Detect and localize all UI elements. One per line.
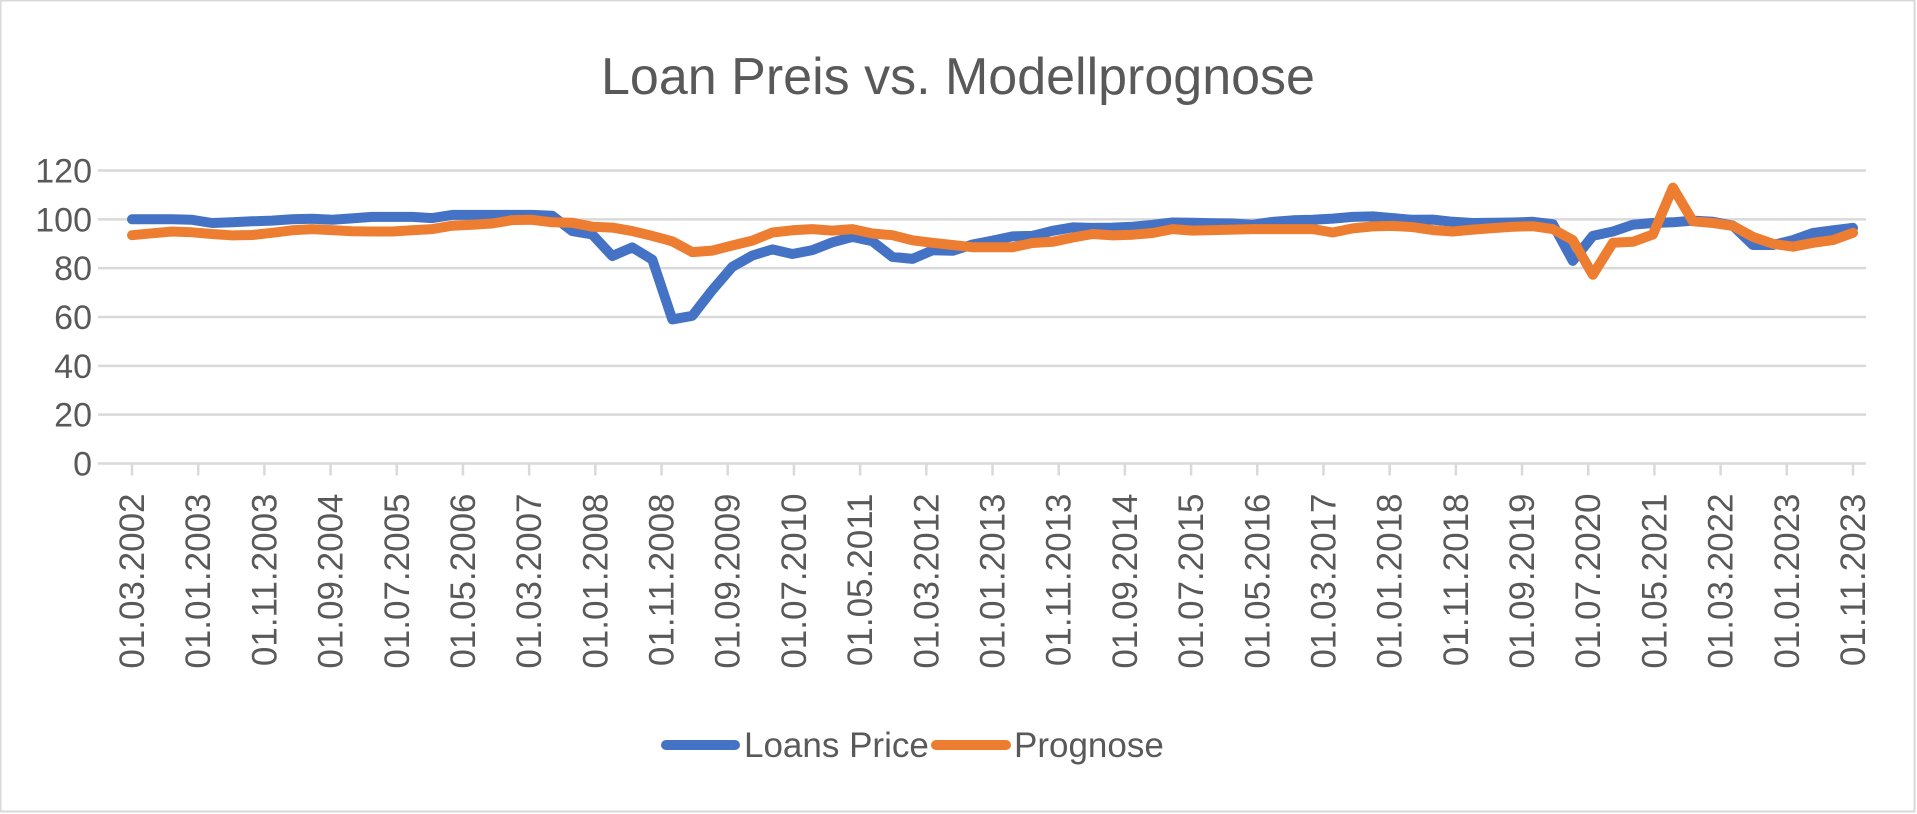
x-tick-label: 01.03.2002 [113, 494, 152, 669]
legend-item-prognose[interactable]: Prognose [931, 726, 1164, 765]
legend-label-loans-price: Loans Price [744, 726, 929, 765]
x-tick-label: 01.09.2014 [1106, 494, 1145, 669]
y-tick-label: 0 [73, 446, 92, 484]
x-tick-label: 01.11.2018 [1437, 494, 1476, 667]
x-tick-label: 01.01.2013 [974, 494, 1013, 669]
x-tick-label: 01.09.2019 [1503, 494, 1542, 669]
y-tick-label: 80 [54, 250, 92, 288]
x-tick-label: 01.05.2021 [1635, 494, 1674, 669]
legend-item-loans-price[interactable]: Loans Price [661, 726, 929, 765]
x-tick-label: 01.05.2006 [444, 494, 483, 669]
x-tick-label: 01.09.2009 [709, 494, 748, 669]
x-tick-label: 01.01.2008 [576, 494, 615, 669]
x-tick-label: 01.01.2003 [179, 494, 218, 669]
series-line-prognose [127, 182, 1858, 280]
x-tick-label: 01.03.2022 [1702, 494, 1741, 669]
x-tick-label: 01.05.2016 [1238, 494, 1277, 669]
series-lines [127, 182, 1858, 325]
x-tick-label: 01.11.2023 [1834, 494, 1873, 667]
x-tick-label: 01.11.2008 [643, 494, 682, 667]
x-tick-label: 01.11.2013 [1040, 494, 1079, 667]
legend-label-prognose: Prognose [1014, 726, 1164, 765]
x-tick-label: 01.05.2011 [841, 494, 880, 667]
x-tick-label: 01.03.2017 [1304, 494, 1343, 669]
y-tick-label: 100 [35, 201, 92, 239]
x-tick-label: 01.07.2010 [775, 494, 814, 669]
y-tick-label: 20 [54, 397, 92, 435]
x-tick-label: 01.07.2015 [1172, 494, 1211, 669]
y-tick-label: 40 [54, 348, 92, 386]
x-tick-label: 01.11.2003 [245, 494, 284, 667]
y-tick-label: 60 [54, 299, 92, 337]
x-tick-label: 01.03.2012 [907, 494, 946, 669]
x-tick-label: 01.01.2023 [1768, 494, 1807, 669]
x-axis: 01.03.2002 01.01.2003 01.11.2003 01.09.2004… [113, 463, 1873, 669]
x-tick-label: 01.07.2005 [378, 494, 417, 669]
x-tick-label: 01.01.2018 [1371, 494, 1410, 669]
legend: Loans Price Prognose [661, 726, 1164, 765]
x-tick-label: 01.07.2020 [1569, 494, 1608, 669]
y-axis-labels: 0 20 40 60 80 100 120 [35, 153, 92, 484]
chart-title: Loan Preis vs. Modellprognose [601, 48, 1315, 106]
x-tick-label: 01.09.2004 [312, 494, 351, 669]
series-line-loans-price [127, 209, 1858, 325]
x-tick-label: 01.03.2007 [510, 494, 549, 669]
y-tick-label: 120 [35, 153, 92, 191]
